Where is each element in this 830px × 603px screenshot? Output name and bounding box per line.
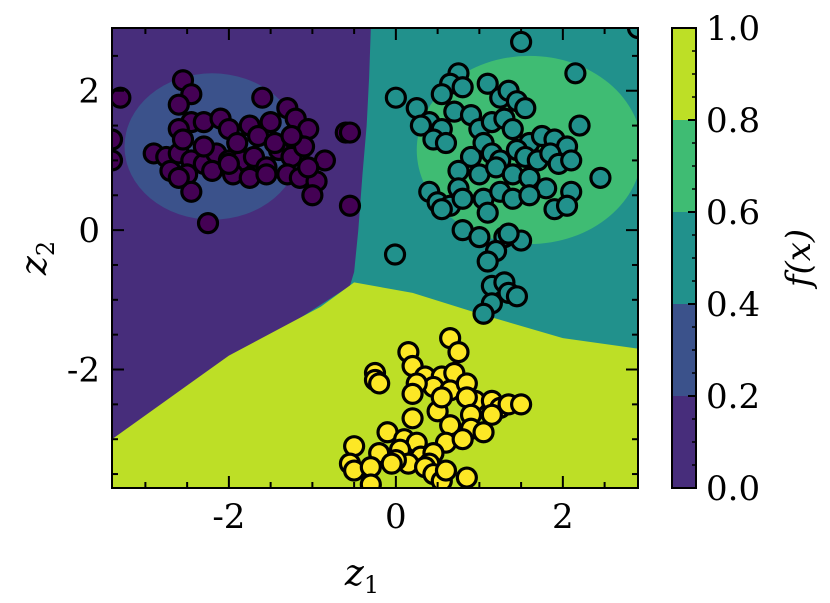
x-tick-label: 0 — [385, 497, 407, 537]
point-class-2 — [434, 459, 458, 482]
point-class-0 — [112, 86, 132, 109]
x-tick-label: -2 — [212, 497, 245, 537]
point-class-2 — [480, 403, 503, 426]
point-class-1 — [564, 62, 587, 85]
point-class-1 — [468, 225, 491, 249]
point-class-0 — [338, 121, 362, 144]
point-class-1 — [589, 166, 612, 189]
point-class-1 — [384, 86, 407, 109]
point-class-0 — [180, 180, 203, 203]
y-tick-label: -2 — [67, 351, 100, 391]
scatter-points — [112, 28, 638, 488]
point-class-2 — [472, 421, 495, 444]
point-class-0 — [171, 128, 195, 151]
point-class-0 — [297, 156, 320, 179]
point-class-0 — [226, 131, 249, 155]
point-class-1 — [514, 97, 537, 120]
point-class-1 — [555, 194, 579, 217]
point-class-1 — [476, 201, 499, 224]
point-class-1 — [383, 243, 407, 266]
point-class-0 — [112, 128, 124, 151]
colorbar-label: f(x) — [779, 229, 819, 290]
axes: -2 0 2 -2 0 2 — [67, 28, 638, 537]
point-class-2 — [451, 428, 474, 451]
point-class-0 — [192, 135, 215, 158]
point-class-0 — [167, 166, 190, 189]
x-tick-label: 2 — [552, 497, 574, 537]
point-class-0 — [251, 86, 274, 109]
point-class-1 — [472, 302, 495, 325]
point-class-1 — [430, 198, 453, 221]
point-class-1 — [451, 187, 474, 210]
colorbar-tick-label: 0.0 — [706, 469, 760, 509]
point-class-0 — [259, 110, 282, 134]
x-axis-label: z1 — [344, 553, 379, 599]
colorbar-tick-label: 0.8 — [706, 101, 760, 141]
point-class-1 — [459, 145, 483, 169]
point-class-0 — [255, 163, 278, 186]
point-class-0 — [338, 194, 362, 217]
point-class-2 — [447, 340, 470, 364]
colorbar-tick-label: 0.6 — [706, 193, 760, 233]
point-class-1 — [568, 114, 591, 137]
point-class-1 — [451, 76, 474, 99]
point-class-2 — [510, 393, 533, 416]
point-class-2 — [455, 466, 478, 488]
y-tick-label: 2 — [78, 72, 100, 112]
point-class-0 — [217, 152, 240, 176]
point-class-1 — [626, 28, 638, 40]
point-class-1 — [434, 131, 458, 155]
point-class-0 — [280, 124, 303, 148]
colorbar-tick-label: 0.2 — [706, 377, 760, 417]
colorbar: 0.0 0.2 0.4 0.6 0.8 1.0 — [671, 9, 760, 509]
point-class-0 — [196, 212, 220, 235]
point-class-2 — [401, 407, 424, 430]
point-class-0 — [301, 184, 324, 207]
point-class-2 — [368, 372, 391, 395]
point-class-2 — [380, 452, 403, 475]
point-class-1 — [430, 83, 453, 106]
point-class-2 — [430, 386, 453, 409]
colorbar-tick-label: 1.0 — [706, 9, 760, 49]
point-class-1 — [501, 117, 524, 141]
point-class-1 — [497, 222, 520, 245]
point-class-2 — [401, 382, 424, 406]
y-axis-label: z2 — [14, 241, 60, 276]
colorbar-tick-label: 0.4 — [706, 285, 760, 325]
point-class-1 — [510, 30, 533, 54]
point-class-1 — [505, 285, 529, 308]
y-tick-label: 0 — [78, 211, 100, 251]
point-class-1 — [409, 114, 433, 137]
point-class-1 — [518, 184, 541, 207]
plot-frame — [111, 27, 639, 489]
point-class-0 — [167, 93, 190, 116]
point-class-1 — [476, 72, 499, 95]
point-class-1 — [560, 149, 583, 172]
point-class-1 — [476, 250, 499, 273]
point-class-2 — [359, 473, 382, 488]
